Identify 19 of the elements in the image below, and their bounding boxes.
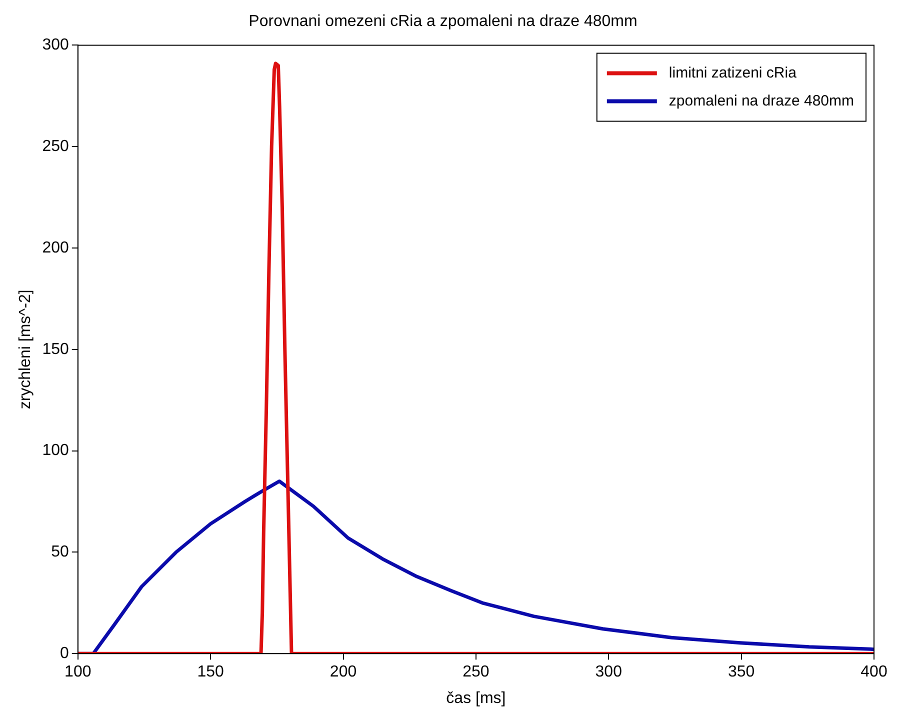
y-tick-label: 150 <box>42 340 69 358</box>
x-tick-label: 250 <box>462 664 490 681</box>
x-axis-title: čas [ms] <box>446 690 506 707</box>
y-tick-label: 0 <box>60 645 69 662</box>
x-tick-label: 300 <box>595 664 622 681</box>
y-tick-label: 200 <box>42 239 69 256</box>
x-tick-label: 150 <box>197 664 224 681</box>
y-tick-label: 250 <box>42 138 69 156</box>
y-tick-label: 300 <box>42 36 69 54</box>
legend-label: limitni zatizeni cRia <box>668 64 798 82</box>
x-tick-label: 400 <box>860 664 888 681</box>
x-tick-label: 200 <box>330 664 357 681</box>
y-axis-title: zrychleni [ms^-2] <box>17 290 34 410</box>
x-tick-label: 350 <box>728 664 755 681</box>
legend-label: zpomaleni na draze 480mm <box>668 92 854 110</box>
y-tick-label: 50 <box>51 544 69 561</box>
y-tick-label: 100 <box>42 442 69 460</box>
x-tick-label: 100 <box>64 664 92 681</box>
chart-title: Porovnani omezeni cRia a zpomaleni na draze 480mm <box>248 13 638 30</box>
